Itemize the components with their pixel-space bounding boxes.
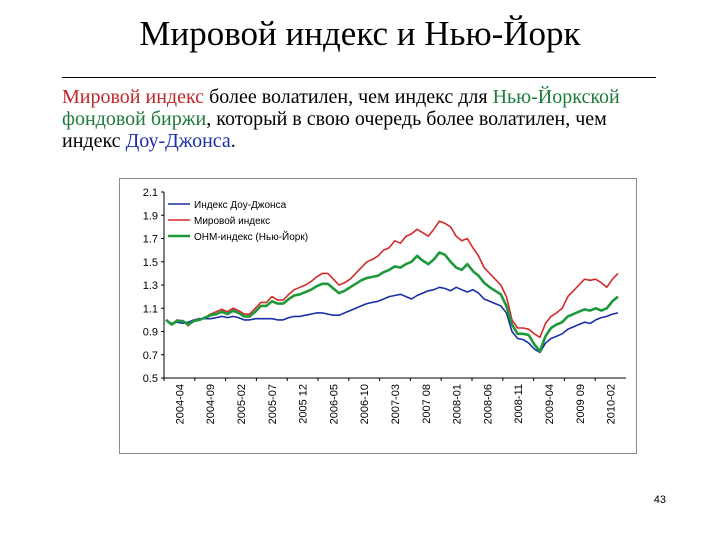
x-tick-label: 2008-01: [452, 384, 464, 424]
chart-legend: Индекс Доу-Джонса Мировой индекс ОНМ-индек…: [168, 200, 308, 243]
text-world-index: Мировой индекс: [62, 86, 205, 108]
x-tick-label: 2004-09: [205, 384, 217, 424]
text-segment: более волатилен, чем индекс для: [204, 86, 493, 108]
legend-label-1: Индекс Доу-Джонса: [194, 200, 287, 211]
text-segment: .: [230, 130, 236, 152]
x-tick-label: 2005-02: [236, 384, 248, 424]
body-text: Мировой индекс более волатилен, чем инде…: [62, 86, 662, 152]
x-tick-label: 2009 09: [575, 384, 587, 424]
series-line-1: [165, 286, 619, 354]
series-line-2: [165, 220, 619, 339]
x-tick-label: 2007 08: [421, 384, 433, 424]
y-tick-label: 0.5: [143, 373, 158, 385]
x-tick-label: 2008-06: [482, 384, 494, 424]
y-tick-label: 0.7: [143, 350, 158, 362]
series-line-3: [165, 251, 619, 353]
x-tick-label: 2004-04: [174, 384, 186, 424]
y-tick-label: 1.1: [143, 303, 158, 315]
y-tick-label: 1.3: [143, 280, 158, 292]
x-tick-label: 2010-02: [606, 384, 618, 424]
y-tick-label: 1.5: [143, 257, 158, 269]
y-tick-label: 0.9: [143, 327, 158, 339]
title-divider: [62, 77, 656, 78]
page-number: 43: [653, 494, 666, 506]
x-tick-label: 2008-11: [513, 384, 525, 424]
y-tick-label: 2.1: [143, 187, 158, 199]
x-tick-label: 2005 12: [298, 384, 310, 424]
chart-frame: 2.1 1.9 1.7 1.5 1.3 1.1 0.9 0.7 0.5 2004-04 2004-0…: [119, 178, 637, 454]
text-segment: , который в свою очередь более волатилен…: [62, 108, 607, 152]
x-tick-label: 2007-03: [390, 384, 402, 424]
line-chart: 2.1 1.9 1.7 1.5 1.3 1.1 0.9 0.7 0.5 2004-04 2004-0…: [143, 187, 626, 424]
slide-title: Мировой индекс и Нью-Йорк: [139, 14, 581, 53]
legend-label-3: ОНМ-индекс (Нью-Йорк): [194, 230, 308, 243]
legend-label-2: Мировой индекс: [194, 216, 270, 227]
x-tick-label: 2009-04: [544, 384, 556, 424]
x-tick-label: 2005-07: [267, 384, 279, 424]
text-dow-jones: Доу-Джонса: [125, 130, 231, 152]
x-tick-label: 2006-05: [328, 384, 340, 424]
x-tick-label: 2006-10: [359, 384, 371, 424]
y-tick-label: 1.7: [143, 234, 158, 246]
y-tick-label: 1.9: [143, 210, 158, 222]
text-nyse: Нью-Йоркской фондовой биржи: [62, 86, 620, 130]
